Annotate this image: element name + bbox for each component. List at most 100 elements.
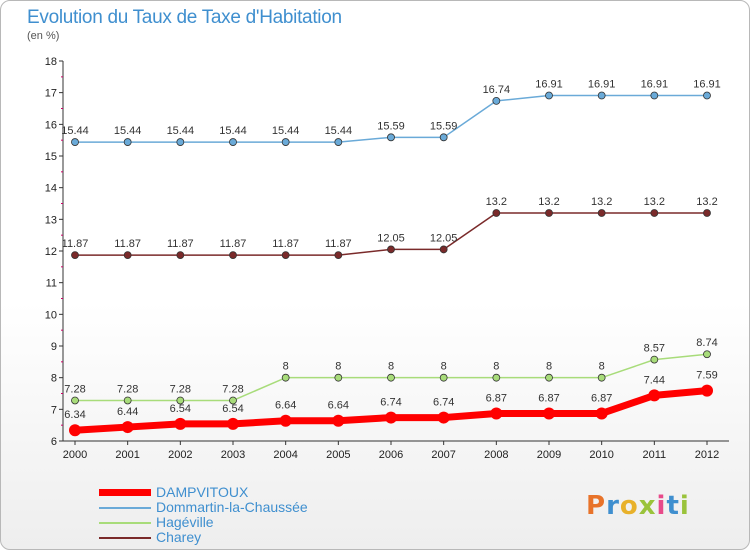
data-point xyxy=(597,209,606,217)
data-label: 8 xyxy=(441,361,447,373)
x-tick-label: 2002 xyxy=(168,449,192,461)
x-tick-label: 2006 xyxy=(379,449,403,461)
data-label: 8 xyxy=(388,361,394,373)
data-label: 13.2 xyxy=(644,196,665,208)
data-point xyxy=(281,373,290,382)
y-tick-label: 6 xyxy=(51,436,57,448)
data-label: 15.59 xyxy=(430,120,458,132)
data-point xyxy=(492,373,501,382)
data-label: 6.74 xyxy=(380,397,401,409)
y-tick-label: 14 xyxy=(45,183,57,195)
data-label: 15.44 xyxy=(61,125,89,137)
data-point xyxy=(334,373,343,382)
data-label: 15.44 xyxy=(325,125,353,137)
data-label: 8 xyxy=(546,361,552,373)
data-label: 11.87 xyxy=(114,238,141,250)
data-label: 7.28 xyxy=(64,383,85,395)
data-label: 16.91 xyxy=(693,79,721,91)
data-point xyxy=(176,138,185,146)
data-point xyxy=(229,251,237,260)
data-point xyxy=(229,138,237,146)
data-point xyxy=(492,209,501,217)
x-tick-label: 2005 xyxy=(326,449,350,461)
data-point xyxy=(176,396,185,405)
logo-letter: i xyxy=(656,491,667,521)
data-point xyxy=(385,411,397,424)
x-tick-label: 2008 xyxy=(484,449,508,461)
chart-title: Evolution du Taux de Taxe d'Habitation xyxy=(27,7,342,28)
data-point xyxy=(437,411,450,424)
data-point xyxy=(439,373,448,382)
y-tick-label: 10 xyxy=(45,309,57,321)
data-label: 8 xyxy=(335,361,341,373)
legend-label: Hagéville xyxy=(156,514,214,530)
data-label: 15.44 xyxy=(272,125,300,137)
data-label: 6.87 xyxy=(591,392,612,404)
data-label: 6.87 xyxy=(486,392,507,404)
data-point xyxy=(227,417,239,430)
data-point xyxy=(543,407,555,420)
data-label: 16.91 xyxy=(535,79,563,91)
legend-label: Dommartin-la-Chaussée xyxy=(156,499,308,515)
data-point xyxy=(439,245,448,254)
legend-swatch-hageville xyxy=(99,522,151,524)
data-label: 11.87 xyxy=(220,238,247,250)
data-point xyxy=(490,407,503,420)
data-label: 12.05 xyxy=(377,232,405,244)
data-label: 15.44 xyxy=(167,125,195,137)
data-point xyxy=(281,251,290,260)
data-label: 8 xyxy=(493,361,499,373)
data-label: 16.91 xyxy=(641,79,669,91)
logo-letter: P xyxy=(586,491,607,521)
data-label: 15.44 xyxy=(114,125,142,137)
data-label: 11.87 xyxy=(62,238,89,250)
data-label: 7.28 xyxy=(117,383,138,395)
y-tick-label: 9 xyxy=(51,341,57,353)
y-tick-label: 11 xyxy=(46,278,57,290)
data-label: 16.91 xyxy=(588,79,616,91)
data-point xyxy=(650,91,659,100)
data-label: 8.74 xyxy=(696,337,717,349)
data-point xyxy=(439,133,448,142)
logo-letter: i xyxy=(679,491,690,521)
legend-label: Charey xyxy=(156,529,202,545)
data-point xyxy=(650,209,659,217)
logo-letter: o xyxy=(619,491,639,521)
data-point xyxy=(279,414,292,427)
x-tick-label: 2001 xyxy=(115,449,139,461)
data-label: 7.28 xyxy=(222,383,243,395)
data-point xyxy=(387,245,395,254)
data-point xyxy=(281,138,290,146)
logo-letter: r xyxy=(606,491,620,521)
legend-swatch-charey xyxy=(99,537,151,539)
data-label: 6.54 xyxy=(222,403,243,415)
data-point xyxy=(123,396,132,405)
data-label: 6.64 xyxy=(275,400,296,412)
data-point xyxy=(69,424,81,437)
data-point xyxy=(703,91,711,100)
data-point xyxy=(703,209,711,217)
data-label: 6.34 xyxy=(64,409,85,421)
data-point xyxy=(174,417,187,430)
data-label: 13.2 xyxy=(486,196,507,208)
y-tick-label: 7 xyxy=(51,404,57,416)
data-point xyxy=(387,133,395,142)
data-point xyxy=(332,414,345,427)
x-tick-label: 2010 xyxy=(589,449,613,461)
data-point xyxy=(701,384,713,397)
data-point xyxy=(703,350,711,359)
data-label: 6.74 xyxy=(433,397,454,409)
data-point xyxy=(334,251,343,260)
y-tick-label: 13 xyxy=(45,214,57,226)
data-point xyxy=(387,373,395,382)
x-tick-label: 2003 xyxy=(221,449,245,461)
data-label: 11.87 xyxy=(325,238,352,250)
data-point xyxy=(334,138,343,146)
data-point xyxy=(123,138,132,146)
data-point xyxy=(545,373,553,382)
data-label: 7.59 xyxy=(696,370,717,382)
data-point xyxy=(597,91,606,100)
data-label: 8 xyxy=(283,361,289,373)
data-point xyxy=(123,251,132,260)
data-label: 12.05 xyxy=(430,232,458,244)
